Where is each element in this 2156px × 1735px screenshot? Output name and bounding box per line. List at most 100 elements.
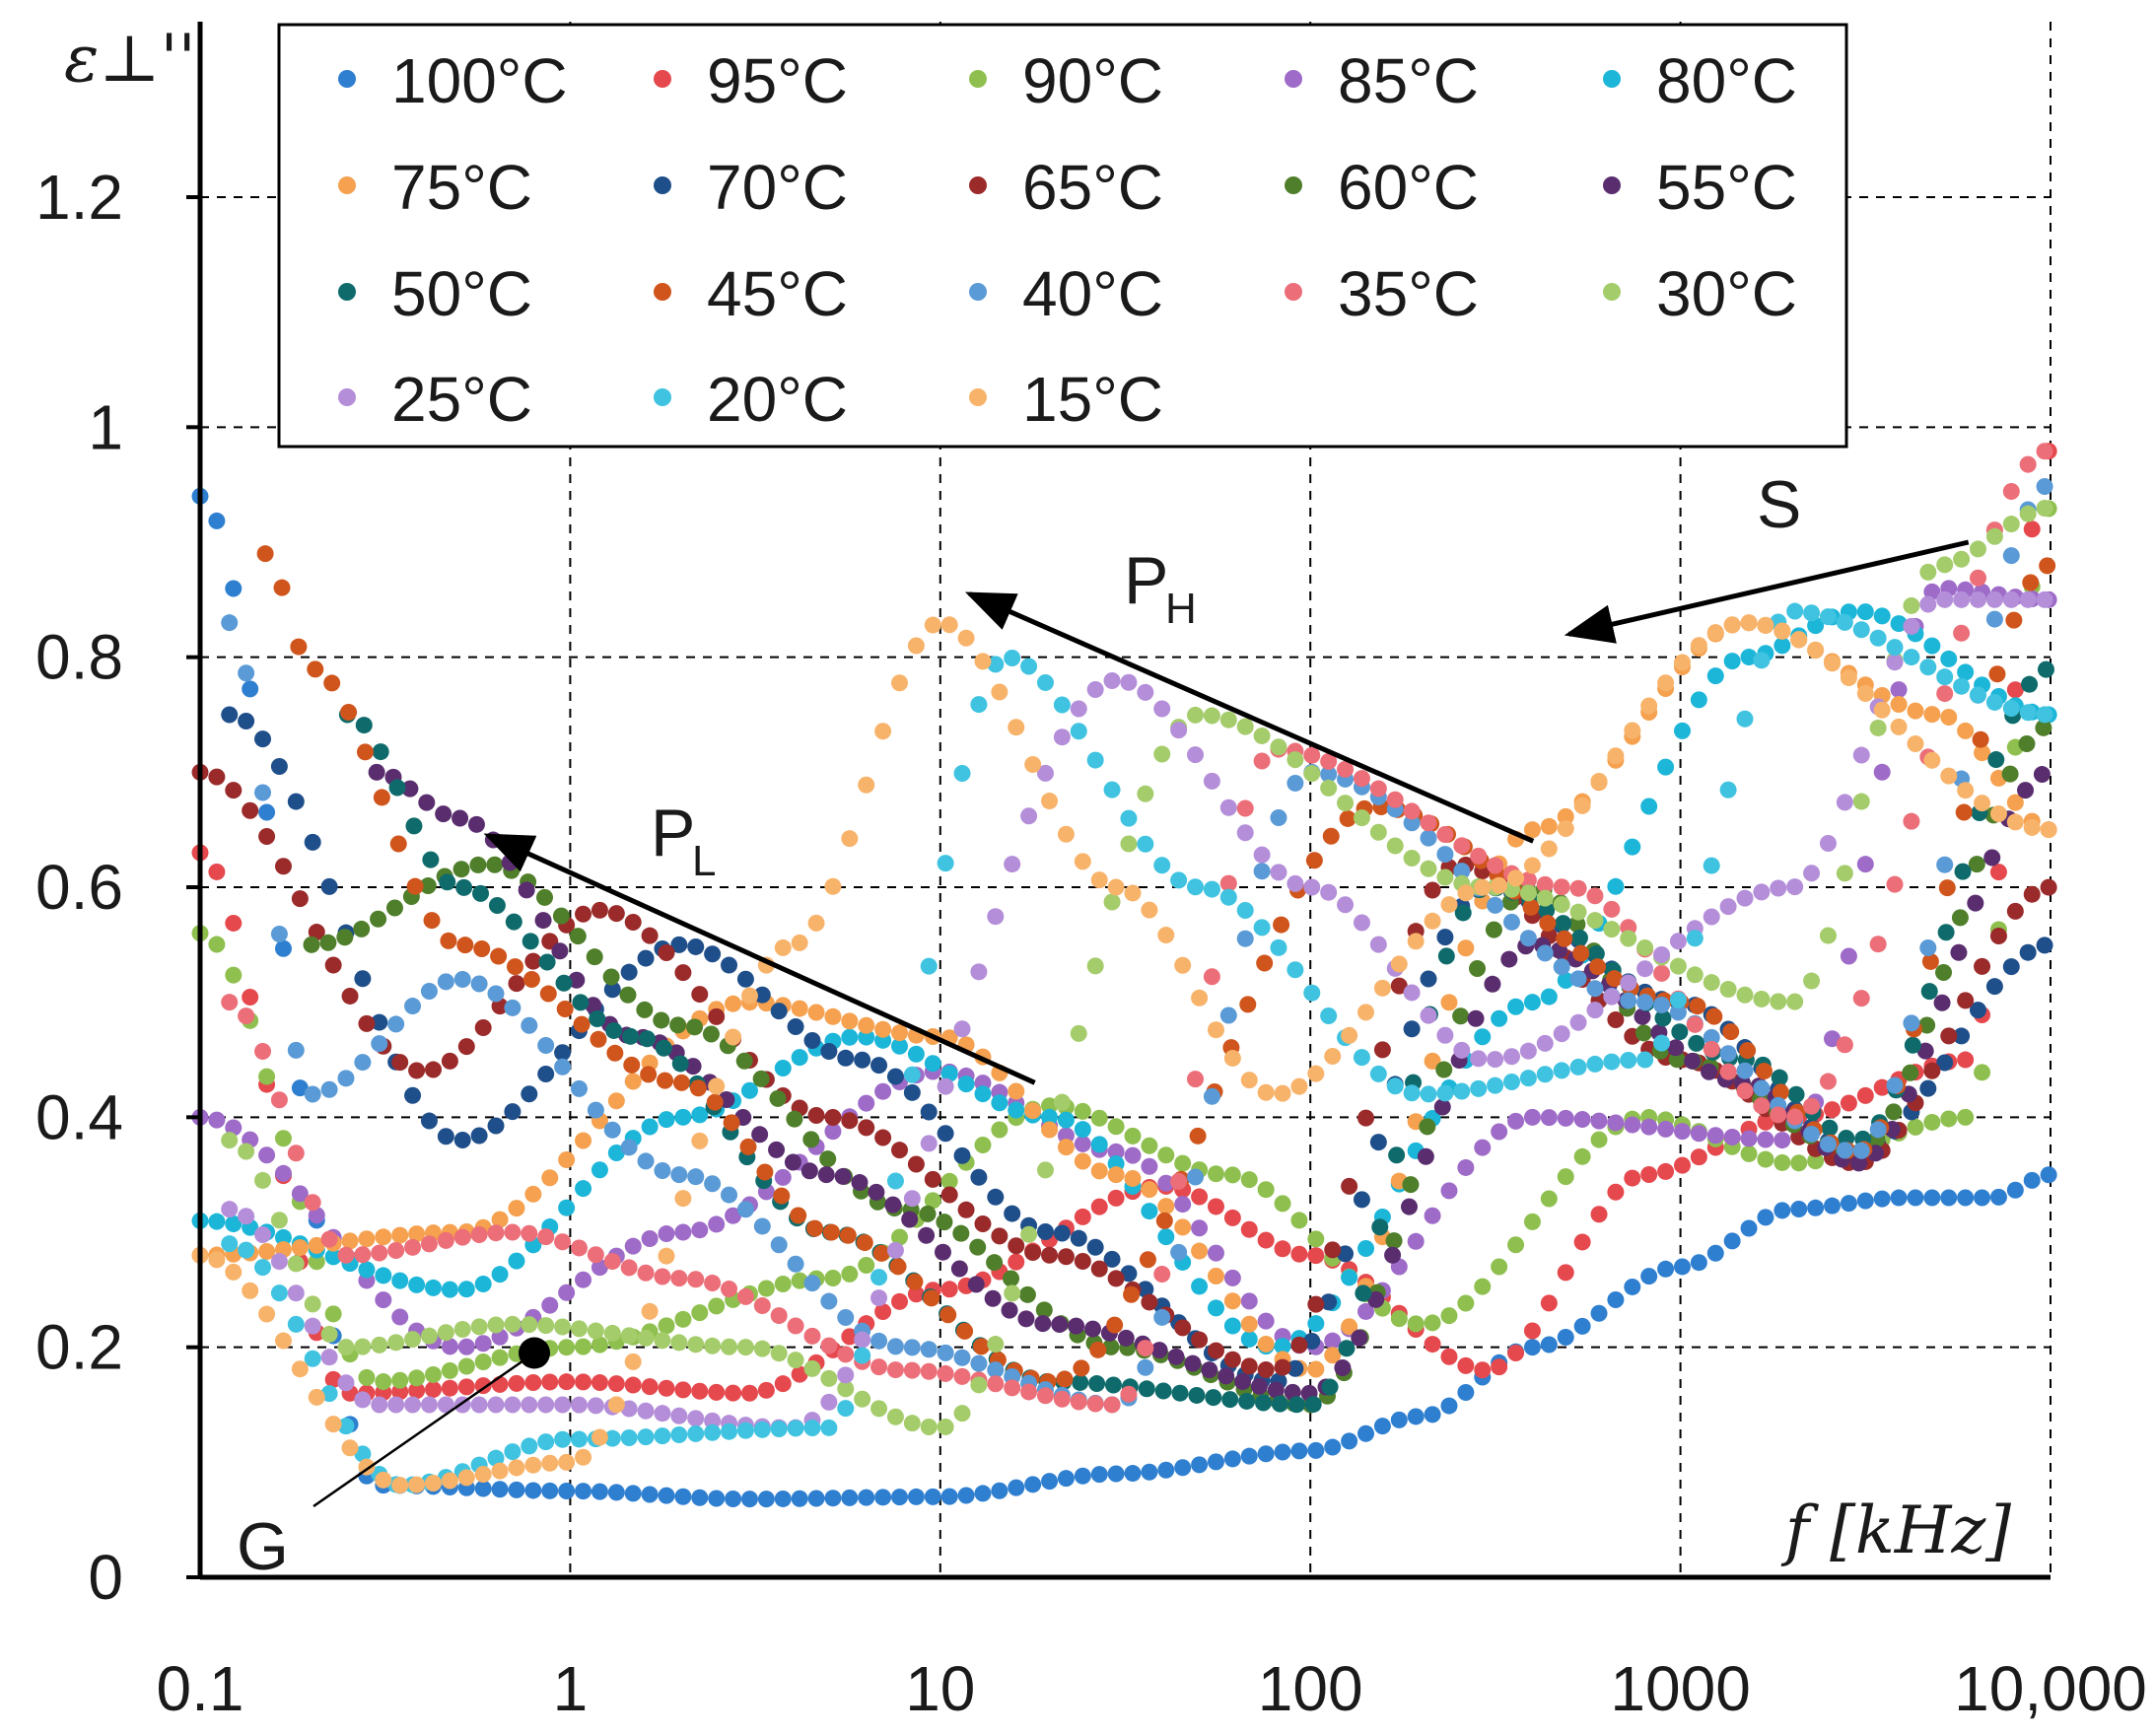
data-point <box>637 1402 655 1420</box>
data-point <box>1557 1168 1574 1186</box>
data-point <box>1836 794 1853 811</box>
x-axis-label: f [kHz] <box>1780 1492 2011 1568</box>
data-point <box>387 1015 405 1033</box>
data-point <box>524 1185 542 1203</box>
data-point <box>1153 745 1171 763</box>
data-point <box>1519 871 1537 889</box>
data-point <box>208 512 226 529</box>
data-point <box>1155 1212 1173 1229</box>
data-point <box>208 1251 226 1269</box>
data-point <box>687 1168 705 1186</box>
data-point <box>541 1169 559 1187</box>
data-point <box>452 809 469 827</box>
data-point <box>1053 1390 1071 1408</box>
data-point <box>391 1308 409 1326</box>
data-point <box>1790 1201 1808 1218</box>
data-point <box>1305 852 1323 869</box>
data-point <box>453 1228 471 1246</box>
data-point <box>1634 1024 1652 1042</box>
legend-label: 25°C <box>391 364 532 435</box>
data-point <box>1703 908 1720 926</box>
data-point <box>937 1077 954 1095</box>
data-point <box>1238 1392 1256 1410</box>
data-point <box>370 910 387 928</box>
data-point <box>470 1127 488 1145</box>
data-point <box>1703 1028 1720 1046</box>
data-point <box>504 1315 522 1333</box>
data-point <box>437 1324 454 1342</box>
data-point <box>987 1336 1005 1353</box>
data-point <box>791 1000 808 1017</box>
data-point <box>1424 881 1441 899</box>
data-point <box>238 712 255 729</box>
data-point <box>1187 1168 1205 1186</box>
data-point <box>940 1488 958 1505</box>
data-point <box>555 974 573 992</box>
data-point <box>907 1045 925 1063</box>
legend-item: 20°C <box>654 364 848 435</box>
data-point <box>440 932 457 949</box>
data-point <box>1624 722 1641 739</box>
data-point <box>1636 960 1654 978</box>
data-point <box>1124 1146 1142 1164</box>
data-point <box>487 1396 505 1414</box>
data-point <box>504 1396 522 1414</box>
data-point <box>1240 1171 1258 1189</box>
data-point <box>242 1282 259 1299</box>
data-point <box>1420 1006 1437 1024</box>
data-point <box>1890 1189 1908 1207</box>
data-point <box>1457 884 1475 902</box>
data-point <box>1170 871 1188 889</box>
legend-marker <box>338 70 356 88</box>
data-point <box>371 1244 388 1262</box>
data-point <box>1936 556 1954 574</box>
data-point <box>1203 1087 1220 1105</box>
data-point <box>940 1172 958 1190</box>
data-point <box>1786 993 1804 1010</box>
data-point <box>441 1361 458 1379</box>
data-point <box>740 1384 758 1402</box>
data-point <box>508 1459 525 1477</box>
data-point <box>425 1380 443 1398</box>
data-point <box>1803 604 1821 622</box>
data-point <box>603 1253 621 1271</box>
legend-label: 50°C <box>391 258 532 329</box>
data-point <box>1470 1050 1488 1068</box>
data-point <box>1424 1314 1441 1332</box>
data-point <box>1070 1229 1087 1247</box>
data-point <box>521 1396 538 1414</box>
data-point <box>1223 1269 1241 1286</box>
data-point <box>903 1083 921 1101</box>
data-point <box>1004 1205 1021 1222</box>
data-point <box>1824 1101 1842 1119</box>
data-point <box>974 1136 992 1153</box>
data-point <box>725 1384 742 1402</box>
data-point <box>1257 1181 1275 1199</box>
data-point <box>1207 1244 1224 1262</box>
data-point <box>1719 781 1737 798</box>
data-point <box>803 1359 821 1377</box>
data-point <box>208 1111 226 1129</box>
data-point <box>1487 857 1504 874</box>
data-point <box>1951 909 1969 927</box>
data-point <box>287 1284 305 1302</box>
data-point <box>337 1246 355 1264</box>
data-point <box>886 1408 904 1425</box>
data-point <box>1519 930 1537 947</box>
data-point <box>774 938 792 956</box>
data-point <box>225 914 243 932</box>
data-point <box>1153 1265 1171 1283</box>
data-point <box>1403 984 1421 1002</box>
legend-item: 45°C <box>654 258 848 329</box>
data-point <box>558 1150 576 1168</box>
data-point <box>1856 603 1874 621</box>
data-point <box>891 1228 909 1246</box>
data-point <box>487 1449 505 1467</box>
data-point <box>1553 1062 1570 1079</box>
data-point <box>704 945 722 963</box>
data-point <box>1907 702 1924 720</box>
data-point <box>1141 1293 1158 1311</box>
data-point <box>970 1168 988 1186</box>
data-point <box>970 1376 988 1394</box>
data-point <box>1757 1113 1774 1131</box>
